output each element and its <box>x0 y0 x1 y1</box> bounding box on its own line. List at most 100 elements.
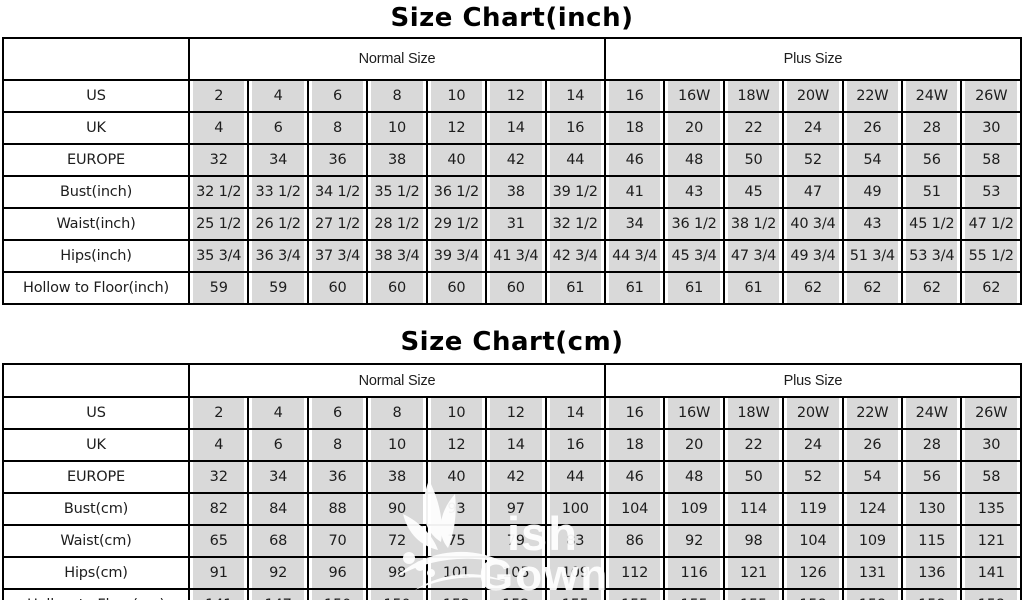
size-cell: 28 1/2 <box>366 207 428 241</box>
size-cell: 49 3/4 <box>782 239 844 273</box>
size-cell: 60 <box>425 271 488 305</box>
corner-cell <box>2 37 190 81</box>
size-cell: 8 <box>366 79 428 113</box>
size-cell: 16 <box>544 428 606 462</box>
size-cell: 51 <box>901 175 963 209</box>
size-cell: 62 <box>841 271 904 305</box>
size-cell: 22W <box>841 79 904 113</box>
size-cell: 61 <box>722 271 785 305</box>
size-cell: 44 <box>544 143 606 177</box>
size-cell: 24W <box>901 396 963 430</box>
size-cell: 32 <box>187 143 250 177</box>
size-cell: 92 <box>663 524 725 558</box>
size-cell: 109 <box>663 492 725 526</box>
size-cell: 100 <box>544 492 606 526</box>
size-cell: 18W <box>722 396 785 430</box>
size-cell: 141 <box>187 588 250 600</box>
size-cell: 47 3/4 <box>722 239 785 273</box>
size-cell: 92 <box>247 556 309 590</box>
size-cell: 62 <box>960 271 1022 305</box>
size-chart-inch-section: Size Chart(inch) Normal Size Plus Size US 2… <box>2 3 1023 305</box>
size-cell: 83 <box>544 524 606 558</box>
size-cell: 6 <box>247 428 309 462</box>
size-chart-cm-table: Normal Size Plus Size US 2 4 6 8 10 12 14 16 16W 18W… <box>2 363 1023 600</box>
table-row: US 2 4 6 8 10 12 14 16 16W 18W 20W 22W 24W 26W <box>2 396 1022 430</box>
size-cell: 56 <box>901 143 963 177</box>
size-cell: 60 <box>366 271 428 305</box>
size-cell: 47 1/2 <box>960 207 1022 241</box>
size-cell: 36 1/2 <box>663 207 725 241</box>
size-cell: 104 <box>782 524 844 558</box>
size-cell: 55 1/2 <box>960 239 1022 273</box>
size-cell: 52 <box>782 143 844 177</box>
size-cell: 12 <box>425 111 488 145</box>
size-cell: 32 1/2 <box>544 207 606 241</box>
table-row: Waist(inch) 25 1/2 26 1/2 27 1/2 28 1/2 29 1/… <box>2 207 1022 241</box>
row-label: US <box>2 79 190 113</box>
row-label: Hollow to Floor(inch) <box>2 271 190 305</box>
size-cell: 40 3/4 <box>782 207 844 241</box>
size-cell: 112 <box>603 556 666 590</box>
size-cell: 4 <box>187 428 250 462</box>
size-cell: 58 <box>960 460 1022 494</box>
size-cell: 135 <box>960 492 1022 526</box>
size-cell: 59 <box>247 271 309 305</box>
size-cell: 97 <box>485 492 547 526</box>
size-table: Normal Size Plus Size US 2 4 6 8 10 12 14 16 16W 18W… <box>2 37 1023 305</box>
size-cell: 61 <box>544 271 606 305</box>
size-cell: 36 3/4 <box>247 239 309 273</box>
size-cell: 26 <box>841 111 904 145</box>
size-cell: 24 <box>782 111 844 145</box>
size-cell: 44 <box>544 460 606 494</box>
size-cell: 50 <box>722 143 785 177</box>
row-label: Waist(inch) <box>2 207 190 241</box>
size-cell: 6 <box>247 111 309 145</box>
size-cell: 22W <box>841 396 904 430</box>
size-cell: 2 <box>187 79 250 113</box>
size-cell: 26W <box>960 396 1022 430</box>
size-cell: 35 1/2 <box>366 175 428 209</box>
size-cell: 34 <box>603 207 666 241</box>
table-row: Hollow to Floor(cm)141147150150152152155… <box>2 588 1022 600</box>
size-cell: 28 <box>901 428 963 462</box>
size-cell: 46 <box>603 460 666 494</box>
size-cell: 20 <box>663 111 725 145</box>
size-cell: 152 <box>425 588 488 600</box>
size-cell: 41 3/4 <box>485 239 547 273</box>
size-cell: 52 <box>782 460 844 494</box>
size-cell: 114 <box>722 492 785 526</box>
size-cell: 38 <box>485 175 547 209</box>
table-row: Waist(cm) 65 68 70 72 75 79 83 86 92 98 104 109 115 12… <box>2 524 1022 558</box>
size-cell: 16 <box>603 79 666 113</box>
size-cell: 79 <box>485 524 547 558</box>
size-cell: 155 <box>663 588 725 600</box>
size-cell: 116 <box>663 556 725 590</box>
size-cell: 8 <box>306 428 369 462</box>
size-cell: 155 <box>544 588 606 600</box>
size-cell: 10 <box>366 111 428 145</box>
size-cell: 53 3/4 <box>901 239 963 273</box>
column-group-header: Plus Size <box>603 37 1023 81</box>
size-cell: 155 <box>603 588 666 600</box>
table-row: US 2 4 6 8 10 12 14 16 16W 18W 20W 22W 24W 26W <box>2 79 1022 113</box>
row-label: Hips(inch) <box>2 239 190 273</box>
size-cell: 62 <box>901 271 963 305</box>
size-cell: 30 <box>960 111 1022 145</box>
size-chart-inch-table: Normal Size Plus Size US 2 4 6 8 10 12 14 16 16W 18W… <box>2 37 1023 305</box>
size-cell: 36 1/2 <box>425 175 488 209</box>
size-cell: 105 <box>485 556 547 590</box>
size-cell: 53 <box>960 175 1022 209</box>
size-cell: 30 <box>960 428 1022 462</box>
size-cell: 24W <box>901 79 963 113</box>
size-cell: 152 <box>485 588 547 600</box>
size-cell: 14 <box>485 111 547 145</box>
row-label: UK <box>2 111 190 145</box>
size-cell: 47 <box>782 175 844 209</box>
row-label: Waist(cm) <box>2 524 190 558</box>
size-cell: 141 <box>960 556 1022 590</box>
size-cell: 20W <box>782 396 844 430</box>
size-cell: 96 <box>306 556 369 590</box>
size-cell: 36 <box>306 460 369 494</box>
size-cell: 98 <box>366 556 428 590</box>
size-cell: 16W <box>663 79 725 113</box>
